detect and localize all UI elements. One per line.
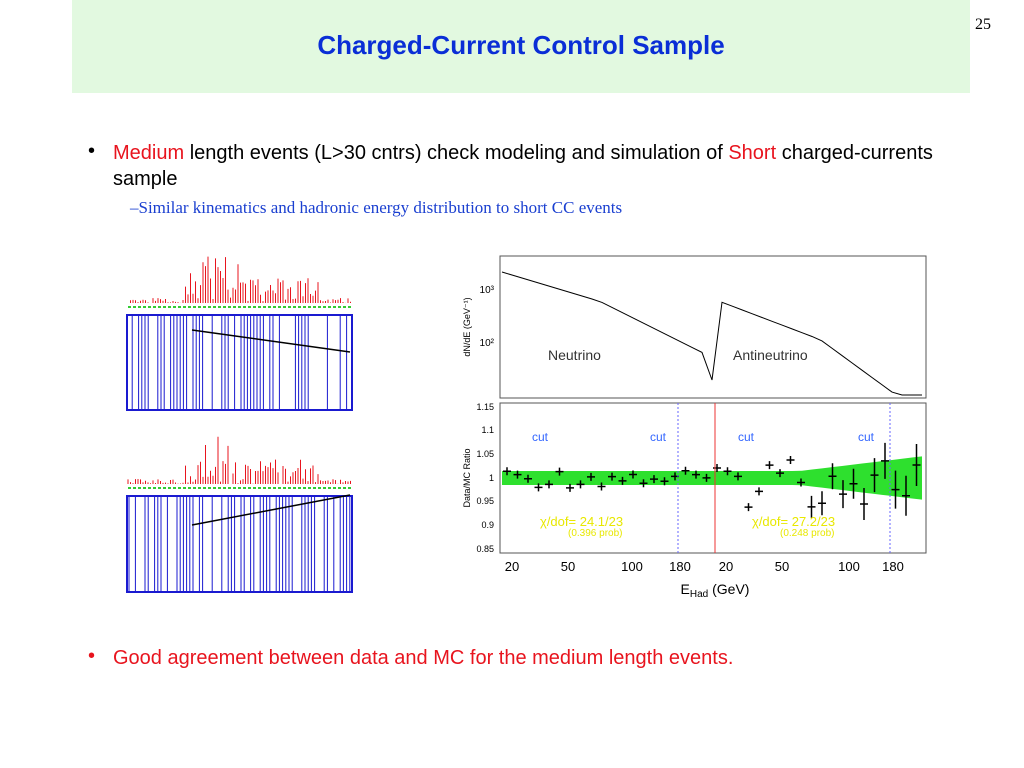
x-tick-label: 180 — [882, 559, 904, 574]
prob: (0.396 prob) — [568, 528, 622, 539]
y-label: Data/MC Ratio — [462, 448, 472, 507]
x-tick-label: 180 — [669, 559, 691, 574]
x-label: EHad (GeV) — [681, 581, 750, 600]
hit-spikes — [130, 256, 351, 303]
y-tick-label: 10² — [480, 338, 495, 349]
bottom-frame — [499, 402, 927, 554]
cut-label: cut — [738, 430, 755, 444]
y-tick-label: 1.15 — [476, 402, 494, 412]
hit-spikes — [127, 436, 351, 484]
y-label: dN/dE (GeV⁻¹) — [462, 297, 472, 356]
chi2: χ/dof= 24.1/23 — [540, 514, 623, 529]
cut-label: cut — [650, 430, 667, 444]
detector — [126, 495, 353, 593]
detector-planes — [131, 315, 348, 410]
mc-band — [502, 456, 922, 500]
y-tick-label: 1.05 — [476, 449, 494, 459]
x-tick-label: 20 — [505, 559, 519, 574]
text: Short — [728, 142, 777, 164]
sub-bullet: –Similar kinematics and hadronic energy … — [130, 198, 623, 217]
bullet: Medium length events (L>30 cntrs) check … — [113, 140, 933, 192]
y-tick-label: 10³ — [480, 285, 495, 296]
bullet-dot: • — [88, 645, 96, 667]
top-frame — [499, 255, 927, 399]
panel-label: Antineutrino — [733, 347, 808, 363]
text: Medium — [113, 142, 185, 164]
title: Charged-Current Control Sample — [317, 30, 725, 60]
header-band — [72, 0, 970, 93]
x-tick-label: 100 — [621, 559, 643, 574]
plot-shapes — [501, 271, 922, 553]
y-tick-label: 0.9 — [481, 520, 494, 530]
panel-label: Neutrino — [548, 347, 601, 363]
data-points — [503, 442, 921, 521]
slide-number: 25 — [975, 16, 991, 33]
y-tick-label: 1 — [489, 473, 494, 483]
event-displays — [126, 256, 353, 593]
bottom-texts: 1.15 1.1 1.05 1 0.95 0.9 0.85 cut cut cut cut χ/dof… — [476, 402, 903, 574]
x-tick-label: 100 — [838, 559, 860, 574]
detector — [126, 314, 353, 411]
text: charged-currents sample — [113, 142, 933, 190]
y-tick-label: 1.1 — [481, 425, 494, 435]
y-tick-label: 0.85 — [476, 544, 494, 554]
prob: (0.248 prob) — [780, 528, 834, 539]
y-tick-label: 0.95 — [476, 496, 494, 506]
cut-label: cut — [858, 430, 875, 444]
chi2: χ/dof= 27.2/23 — [752, 514, 835, 529]
spectrum — [501, 271, 922, 396]
bullet: Good agreement between data and MC for t… — [113, 647, 734, 669]
x-tick-label: 20 — [719, 559, 733, 574]
x-tick-label: 50 — [775, 559, 789, 574]
text: length events (L>30 cntrs) check modelin… — [184, 142, 729, 164]
detector-planes — [128, 496, 351, 592]
x-tick-label: 50 — [561, 559, 575, 574]
track — [191, 329, 351, 353]
cut-label: cut — [532, 430, 549, 444]
bullet-dot: • — [88, 140, 96, 162]
track — [191, 494, 351, 526]
